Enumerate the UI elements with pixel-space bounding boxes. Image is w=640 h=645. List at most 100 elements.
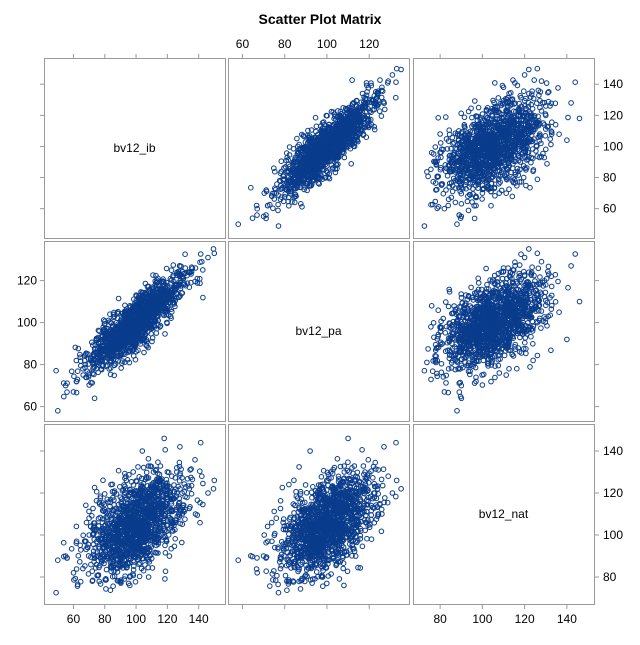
data-point (479, 196, 485, 202)
data-point (521, 88, 527, 94)
data-point (535, 265, 542, 272)
panel-r1-c1: bv12_pa (228, 241, 410, 422)
data-point (294, 184, 300, 191)
data-point (153, 330, 160, 336)
data-point (320, 119, 327, 125)
data-point (197, 251, 204, 257)
data-point (337, 108, 344, 115)
data-point (342, 129, 348, 136)
data-point (55, 408, 61, 414)
data-point (64, 389, 70, 395)
data-point (271, 190, 278, 196)
data-point (322, 136, 329, 142)
data-point (503, 190, 510, 196)
data-point (393, 65, 400, 72)
data-point (495, 95, 502, 101)
data-point (309, 181, 315, 187)
panel-r0-c0: bv12_ib (44, 58, 226, 239)
data-point (384, 80, 391, 86)
data-point (141, 349, 147, 356)
data-point (532, 117, 538, 123)
data-point (200, 267, 206, 273)
data-point (309, 153, 315, 160)
data-point (331, 151, 338, 157)
data-point (432, 144, 439, 150)
data-point (381, 100, 387, 106)
data-point (348, 105, 354, 112)
data-point (318, 172, 324, 178)
data-point (565, 114, 571, 121)
data-point (543, 146, 549, 153)
data-point (341, 126, 348, 133)
data-point (335, 113, 342, 120)
data-point (304, 187, 310, 194)
data-point (289, 199, 295, 205)
data-point (291, 185, 298, 192)
data-point (309, 166, 316, 173)
data-point (438, 369, 445, 376)
data-point (437, 131, 443, 137)
data-point (334, 147, 341, 154)
data-point (465, 207, 472, 214)
data-point (530, 357, 536, 364)
data-point (527, 184, 533, 191)
data-point (306, 135, 313, 141)
data-point (441, 205, 448, 212)
data-point (249, 215, 256, 221)
data-point (349, 103, 355, 109)
data-point (483, 265, 489, 272)
data-point (297, 167, 304, 173)
data-point (334, 154, 340, 160)
data-point (354, 113, 361, 120)
data-point (537, 274, 543, 280)
data-point (564, 137, 570, 143)
data-point (514, 183, 520, 189)
data-point (361, 121, 367, 127)
data-point (73, 389, 80, 396)
data-point (277, 178, 284, 185)
data-point (428, 166, 434, 173)
data-point (325, 151, 331, 158)
data-point (437, 166, 444, 173)
data-point (368, 116, 374, 123)
data-point (333, 162, 340, 168)
data-point (275, 207, 281, 214)
data-point (350, 122, 356, 128)
data-point (393, 79, 399, 85)
point-cloud (421, 246, 583, 414)
data-point (452, 185, 459, 191)
data-point (53, 367, 59, 374)
data-point (312, 114, 319, 121)
data-point (118, 365, 124, 371)
data-point (332, 169, 339, 176)
data-point (379, 84, 385, 91)
data-point (389, 72, 396, 78)
data-point (132, 356, 139, 363)
data-point (430, 151, 437, 157)
data-point (348, 161, 355, 167)
data-point (552, 121, 559, 128)
data-point (475, 280, 482, 286)
data-point (317, 159, 323, 166)
data-point (434, 205, 441, 212)
data-point (300, 169, 307, 176)
data-point (471, 215, 478, 222)
data-point (254, 212, 260, 218)
data-point (523, 350, 529, 357)
data-point (322, 175, 329, 181)
data-point (324, 155, 331, 161)
data-point (322, 129, 329, 136)
data-point (335, 122, 342, 128)
data-point (326, 126, 332, 133)
panel-r0-c1 (228, 58, 410, 239)
data-point (286, 203, 292, 209)
data-point (333, 145, 339, 152)
data-point (469, 114, 475, 121)
data-point (538, 140, 544, 147)
data-point (468, 105, 474, 112)
data-point (568, 100, 574, 106)
data-point (300, 173, 306, 179)
data-point (263, 188, 270, 195)
data-point (498, 187, 505, 194)
